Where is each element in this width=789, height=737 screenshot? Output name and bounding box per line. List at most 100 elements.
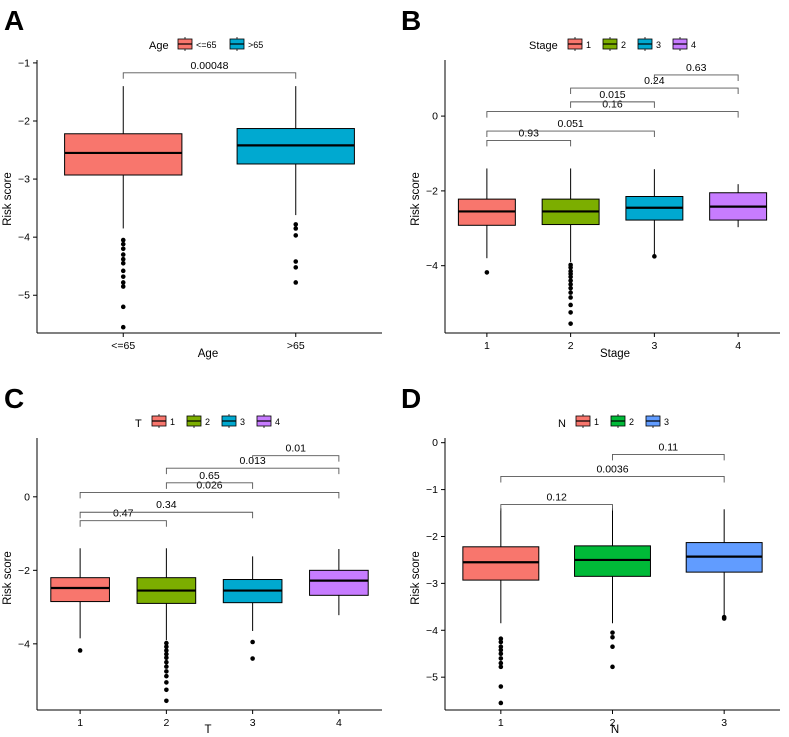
panel-b-p-value-label: 0.93 <box>519 127 540 139</box>
panel-c-outlier-point <box>250 639 255 645</box>
panel-c: C T T Risk score −4−201 2 3 40.470.340.0260… <box>2 383 382 736</box>
panel-c-box <box>309 569 369 596</box>
panel-d: D N N Risk score −5 −4 −3 −2 −1 0 1 2 3 0.12 0.003… <box>401 383 780 736</box>
panel-d-legend-title: N <box>558 418 566 430</box>
panel-c-y-tick-label: −2 <box>18 565 30 577</box>
panel-b-outlier-point <box>568 321 573 326</box>
panel-b-outlier-point <box>568 274 573 280</box>
panel-c-p-value-label: 0.01 <box>286 443 307 455</box>
panel-d-comparison-bracket <box>500 476 725 483</box>
panel-b-comparison-bracket <box>486 130 655 138</box>
panel-a-outlier-point <box>293 222 299 227</box>
panel-a-outlier-point <box>293 233 299 238</box>
panel-d-legend-label: 1 <box>594 417 599 427</box>
panel-d-p-value-label: 0.0036 <box>596 463 628 475</box>
panel-c-legend-title: T <box>135 418 142 430</box>
panel-c-legend-label: 4 <box>275 417 280 427</box>
panel-a-outlier-point <box>120 280 126 285</box>
panel-c-outlier-point <box>164 655 169 661</box>
panel-a-outlier-point <box>120 237 126 243</box>
panel-c-x-tick-label: 1 <box>77 717 83 729</box>
panel-c-outlier-point <box>164 644 169 650</box>
panel-a-p-value-label: 0.00048 <box>191 60 229 72</box>
panel-d-outlier-point <box>721 616 727 621</box>
panel-b-outlier-point <box>568 278 573 283</box>
panel-c-y-tick-label: 0 <box>24 491 30 503</box>
panel-c-x-tick-label: 3 <box>250 717 256 729</box>
panel-c-outlier-point <box>250 656 255 661</box>
panel-c-comparison-bracket <box>79 520 167 527</box>
panel-b-outlier-point <box>568 302 573 308</box>
panel-b-outlier-point <box>568 285 573 291</box>
panel-c-x-axis-title: T <box>204 724 211 736</box>
panel-d-y-axis-title: Risk score <box>410 551 422 605</box>
panel-d-legend-label: 2 <box>629 417 634 427</box>
panel-c-outlier-point <box>77 648 83 653</box>
panel-c-outlier-point <box>164 659 169 665</box>
panel-d-outlier-point <box>498 651 504 657</box>
panel-d-box <box>462 546 540 581</box>
panel-a-legend-label: >65 <box>248 40 263 50</box>
panel-b-letter: B <box>401 5 421 36</box>
panel-d-legend-label: 3 <box>664 417 669 427</box>
panel-c-x-tick-label: 2 <box>163 717 169 729</box>
panel-d-x-tick-label: 2 <box>610 717 616 729</box>
panel-d-y-tick-label: −4 <box>426 625 438 637</box>
panel-d-outlier-point <box>610 635 615 640</box>
panel-b-outlier-point <box>568 290 573 295</box>
panel-c-legend-label: 3 <box>240 417 245 427</box>
panel-c-comparison-bracket <box>165 482 254 489</box>
panel-d-outlier-point <box>498 700 504 706</box>
panel-b-outlier-point <box>568 295 573 300</box>
panel-c-p-value-label: 0.34 <box>156 499 177 511</box>
panel-d-y-tick-label: −1 <box>426 484 438 496</box>
panel-c-p-value-label: 0.47 <box>113 508 134 520</box>
panel-b-p-value-label: 0.63 <box>686 62 707 74</box>
panel-c-comparison-bracket <box>79 491 340 499</box>
panel-c-comparison-bracket <box>79 511 254 519</box>
panel-d-outlier-point <box>498 636 504 642</box>
panel-a-outlier-point <box>120 284 126 289</box>
panel-d-box <box>574 545 651 577</box>
panel-d-comparison-bracket <box>612 453 725 461</box>
panel-a-box <box>64 133 183 176</box>
panel-a-y-tick-label: −2 <box>18 115 30 127</box>
panel-c-letter: C <box>4 383 24 414</box>
panel-d-comparison-bracket <box>500 504 613 511</box>
panel-c-comparison-bracket <box>165 467 340 475</box>
panel-d-outlier-point <box>610 644 615 649</box>
panel-d-outlier-point <box>498 647 504 653</box>
panel-d-outlier-point <box>498 664 504 670</box>
panel-d-outlier-point <box>610 664 615 670</box>
panel-d-y-tick-label: −3 <box>426 578 438 590</box>
panel-d-p-value-label: 0.12 <box>546 492 567 504</box>
panel-c-outlier-point <box>164 651 169 657</box>
panel-c-legend-label: 2 <box>205 417 210 427</box>
panel-a-outlier-point <box>120 304 126 310</box>
panel-b-comparison-bracket <box>570 101 655 108</box>
panel-d-letter: D <box>401 383 421 414</box>
panel-d-x-tick-label: 1 <box>498 717 504 729</box>
panel-b-legend-label: 3 <box>656 40 661 50</box>
panel-d-y-tick-label: 0 <box>432 437 438 449</box>
panel-a-outlier-point <box>120 252 126 257</box>
panel-d-outlier-point <box>610 630 615 635</box>
panel-a-legend-label: <=65 <box>196 40 217 50</box>
panel-b-outlier-point <box>484 270 490 275</box>
panel-b-y-tick-label: −4 <box>426 260 438 272</box>
panel-d-outlier-point <box>498 660 504 666</box>
panel-a-outlier-point <box>120 260 126 266</box>
panel-a-y-tick-label: −5 <box>18 290 30 302</box>
panel-c-comparison-bracket <box>252 455 340 462</box>
panel-c-x-tick-label: 4 <box>336 717 342 729</box>
panel-a-outlier-point <box>293 280 299 285</box>
panel-b-legend-label: 1 <box>586 40 591 50</box>
panel-a: A Age Age Risk score −5 −4 −3 −2 −1 <=65 >65 0.… <box>2 5 382 360</box>
panel-a-outlier-point <box>120 324 126 330</box>
panel-c-outlier-point <box>164 640 169 646</box>
panel-c-legend-label: 1 <box>170 417 175 427</box>
panel-d-y-tick-label: −5 <box>426 672 438 684</box>
panel-a-legend-title: Age <box>149 40 169 52</box>
panel-c-outlier-point <box>164 698 169 704</box>
